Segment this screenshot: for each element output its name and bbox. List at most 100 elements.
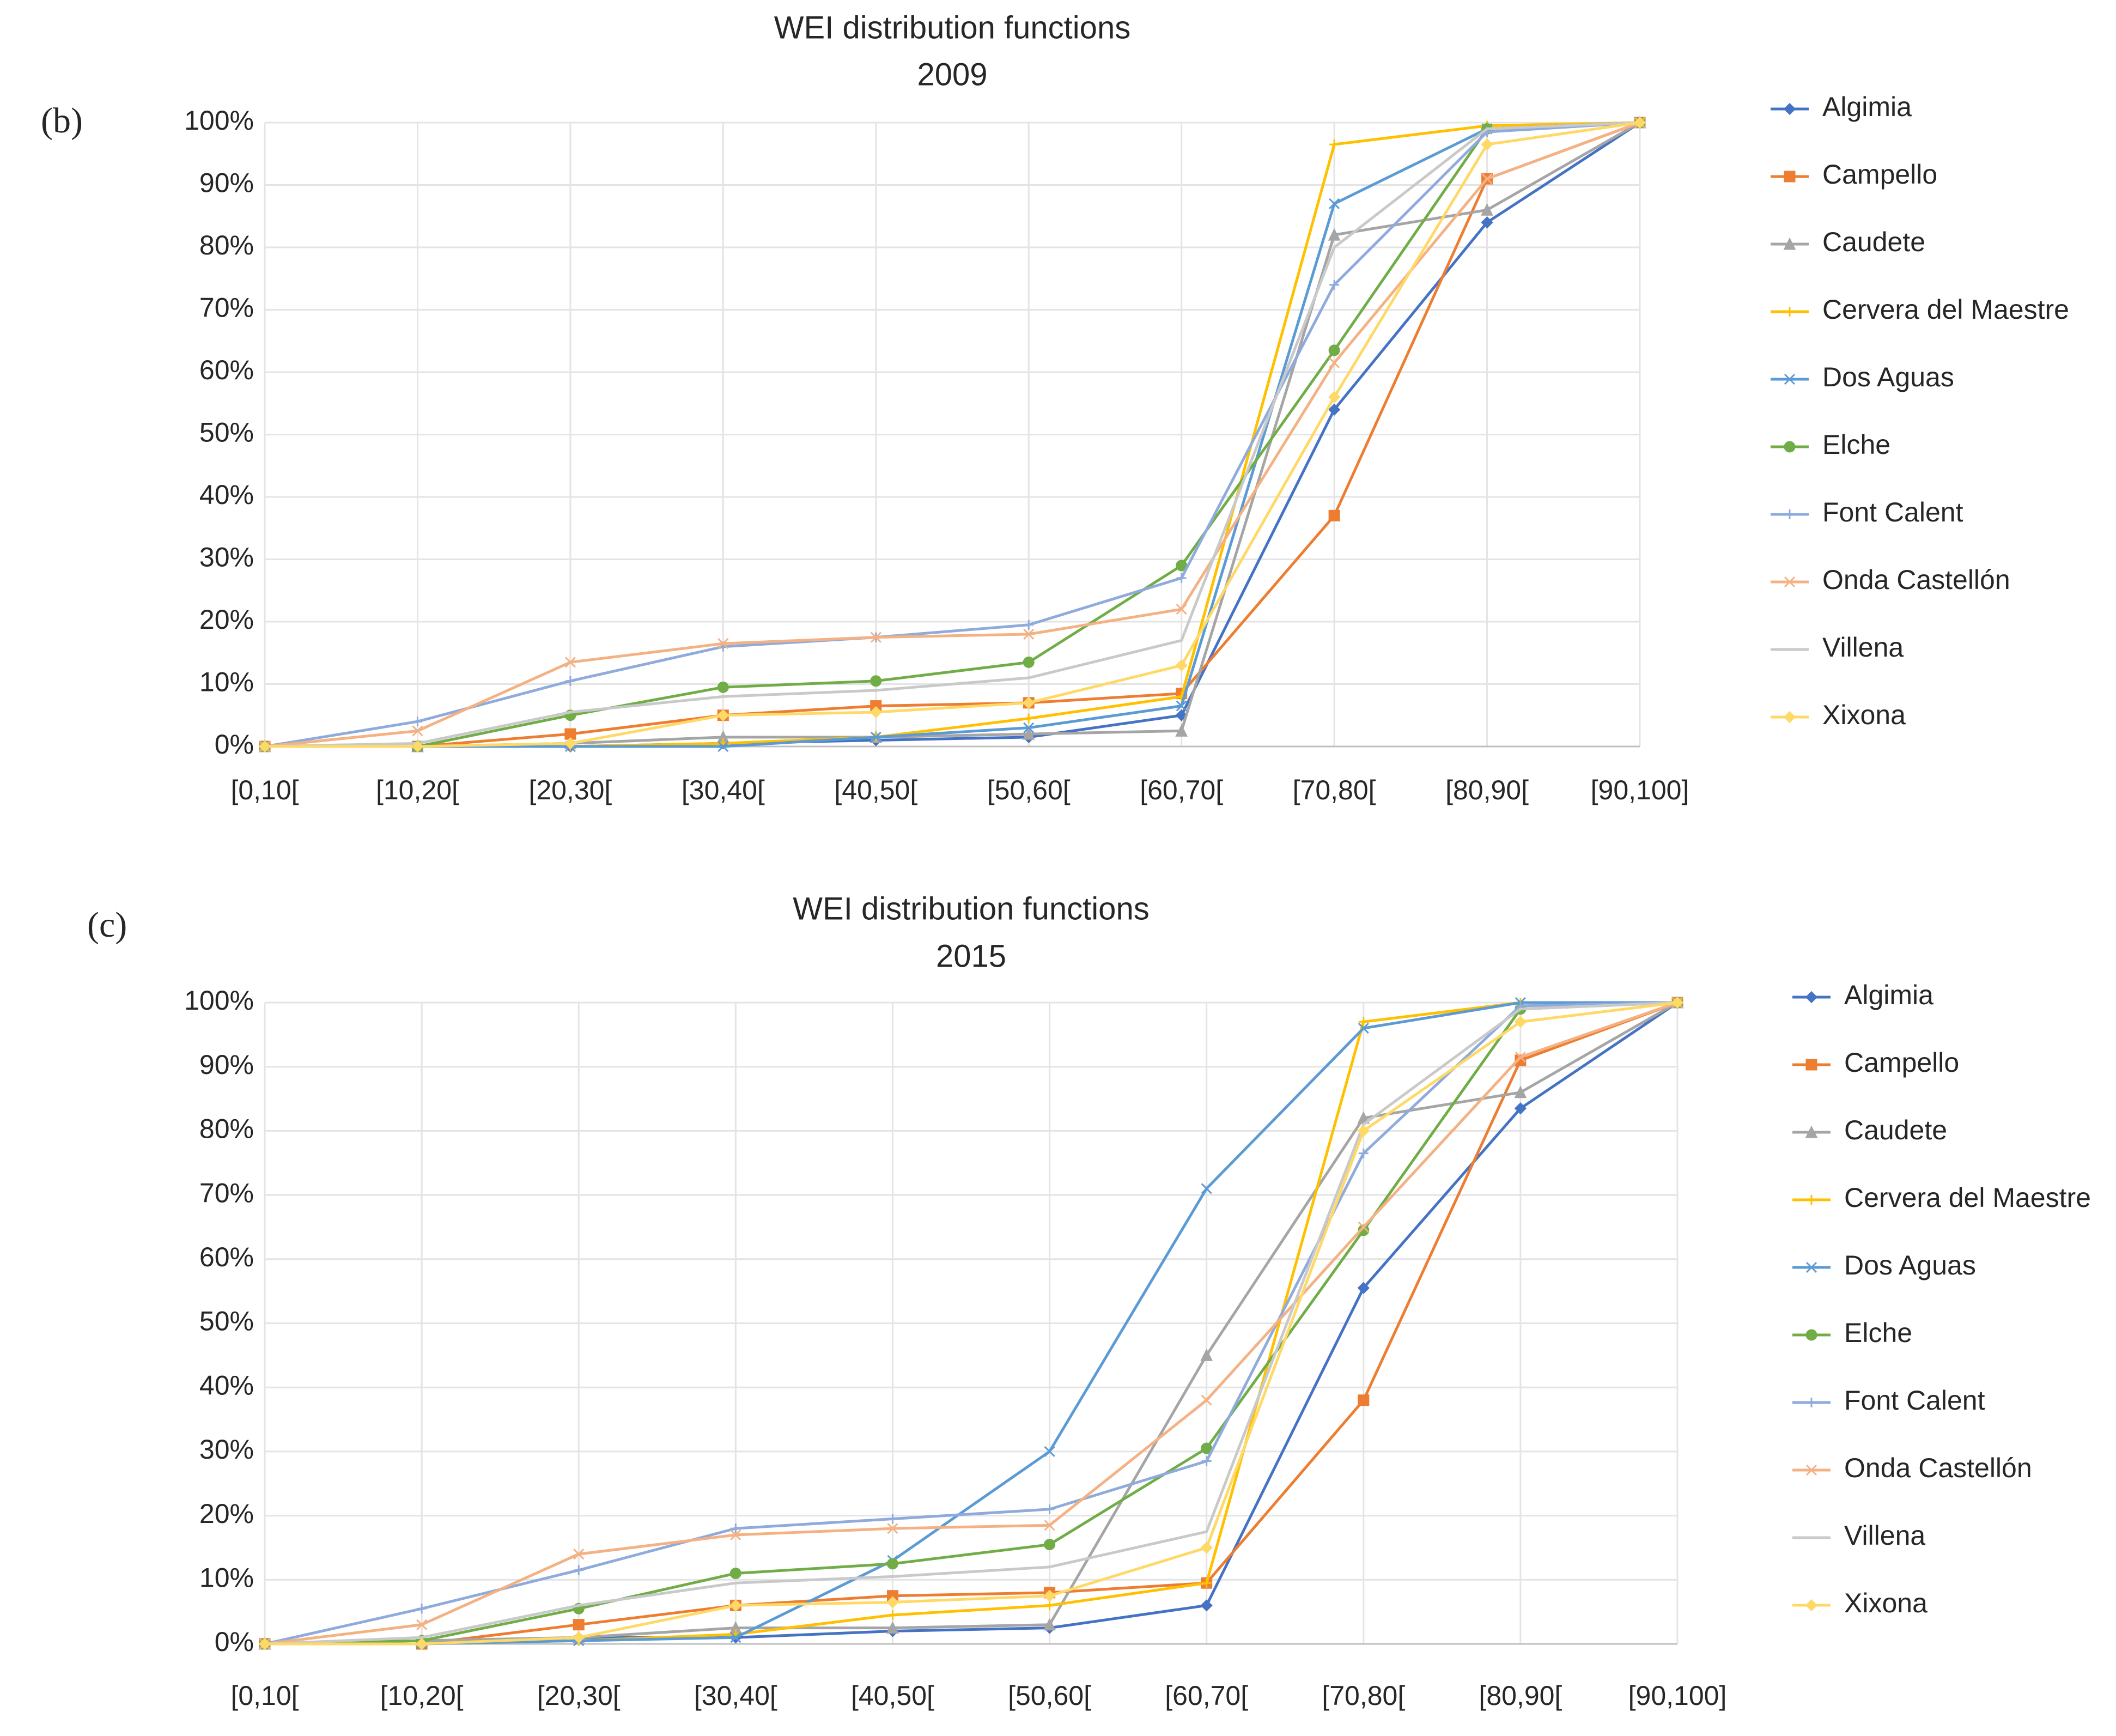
marker [573,1549,585,1560]
marker [718,638,729,650]
x-tick-label: [40,50[ [834,775,917,805]
marker [565,676,575,686]
marker [1783,102,1796,116]
legend-label: Xixona [1822,700,1906,730]
y-tick-label: 30% [199,1434,254,1465]
marker [730,1529,741,1540]
marker [1044,1504,1055,1514]
legend-label: Onda Castellón [1844,1453,2032,1483]
x-tick-label: [0,10[ [230,1680,299,1711]
marker [1328,509,1340,521]
marker [887,1523,898,1534]
y-tick-label: 40% [199,1370,254,1400]
series-line [265,121,1640,748]
marker [1043,1589,1056,1602]
marker [574,1565,584,1575]
x-tick-label: [50,60[ [987,775,1071,805]
y-tick-label: 80% [199,1114,254,1144]
marker [1044,1446,1055,1457]
y-tick-label: 40% [199,479,254,510]
marker [731,1523,741,1534]
marker [887,1514,898,1524]
y-tick-label: 70% [199,293,254,323]
chart-subtitle: 2009 [917,57,987,92]
y-tick-label: 20% [199,1498,254,1529]
series-line [264,1001,1679,1646]
marker [1200,1348,1213,1361]
y-tick-label: 90% [199,168,254,198]
series-line [265,1001,1678,1646]
marker [1481,173,1493,185]
marker [1514,1102,1527,1115]
marker [1785,509,1795,519]
marker [1175,709,1188,721]
legend-label: Dos Aguas [1822,362,1954,392]
marker [258,1637,271,1650]
series-line [264,121,1640,748]
x-tick-label: [90,100] [1628,1680,1727,1711]
y-tick-label: 100% [184,985,254,1016]
legend-label: Dos Aguas [1844,1250,1976,1280]
chart: WEI distribution functions 2009 (b) 0% 10% 20… [41,10,2069,805]
marker [415,1637,428,1650]
marker [1022,727,1035,740]
marker [1358,1221,1369,1233]
marker [1329,357,1340,368]
marker [1805,1329,1817,1341]
marker [1514,1016,1527,1028]
marker [1329,139,1340,150]
marker [1200,1541,1213,1554]
legend-label: Elche [1822,429,1890,460]
y-tick-label: 100% [184,105,254,136]
marker [886,1558,898,1570]
marker [1176,560,1188,572]
x-tick-label: [60,70[ [1165,1680,1248,1711]
marker [1023,628,1035,640]
chart: WEI distribution functions 2015 (c) 0% 10% 20… [87,891,2091,1711]
marker [1328,403,1341,416]
marker [1201,1394,1212,1406]
marker [1805,991,1818,1004]
panel-label: (b) [41,101,83,141]
marker [717,681,729,693]
marker [1023,722,1035,733]
marker [1024,620,1034,630]
x-tick-label: [20,30[ [528,775,612,805]
marker [869,706,882,719]
marker [730,1632,741,1643]
y-tick-label: 30% [199,542,254,573]
x-tick-label: [50,60[ [1008,1680,1091,1711]
marker [1201,1456,1212,1466]
marker [412,725,423,737]
marker [1481,216,1493,229]
marker [718,740,729,752]
marker [1357,1125,1370,1137]
y-tick-label: 90% [199,1049,254,1080]
marker [412,717,423,727]
marker [1328,344,1340,356]
x-tick-label: [40,50[ [851,1680,934,1711]
y-tick-label: 10% [199,1563,254,1593]
marker [417,1604,427,1614]
y-tick-label: 60% [199,1242,254,1272]
marker [1044,1539,1056,1551]
marker [1807,1398,1816,1407]
marker [1784,576,1796,588]
marker [1044,1520,1055,1531]
x-tick-label: [80,90[ [1445,775,1529,805]
x-tick-label: [90,100] [1591,775,1689,805]
series-line [265,1001,1678,1646]
marker [573,1631,585,1644]
marker [1201,1183,1212,1194]
marker [1023,656,1035,668]
y-tick-label: 80% [199,230,254,260]
x-tick-label: [10,20[ [380,1680,464,1711]
series-line [265,121,1640,748]
marker [1671,996,1684,1009]
marker [416,1619,428,1630]
series-line [264,1001,1678,1646]
legend-label: Algimia [1822,92,1912,122]
series-line [264,1001,1678,1646]
y-tick-label: 0% [215,729,254,760]
legend-label: Caudete [1822,227,1925,257]
